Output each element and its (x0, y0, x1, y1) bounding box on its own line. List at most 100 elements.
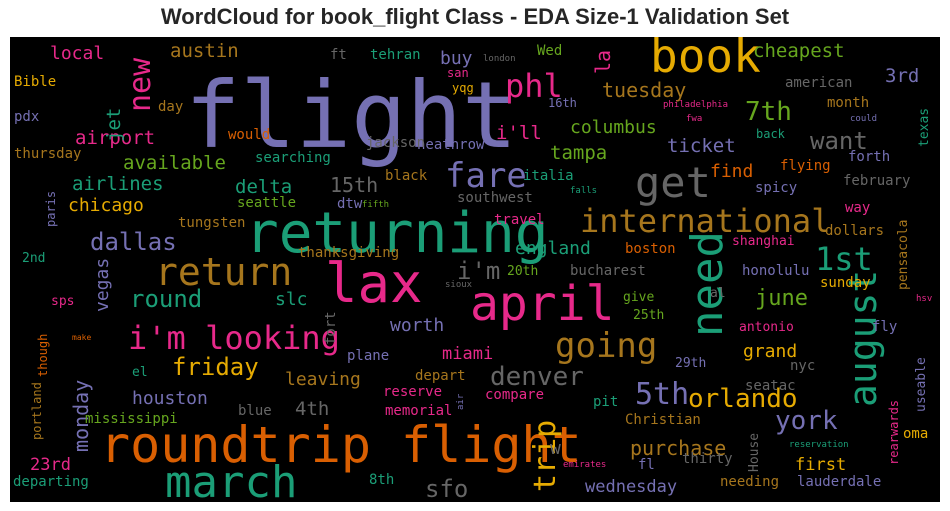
word-plane: plane (347, 348, 389, 364)
word-blue: blue (238, 403, 272, 419)
word-al: al (710, 286, 726, 301)
word-wednesday: wednesday (585, 477, 677, 497)
word-day: day (158, 99, 183, 115)
word-returning: returning (245, 201, 548, 266)
word-reserve: reserve (383, 384, 442, 400)
word-needing: needing (720, 474, 779, 490)
word-air: air (456, 393, 466, 410)
word-christian: Christian (625, 412, 701, 428)
word-sfo: sfo (425, 475, 468, 502)
word-get: get (635, 158, 711, 207)
word-el: el (132, 365, 148, 380)
word-rearwards: rearwards (887, 400, 901, 465)
word-ticket: ticket (667, 135, 736, 157)
word-columbus: columbus (570, 117, 657, 138)
word-available: available (123, 152, 226, 174)
word-1st: 1st (815, 240, 873, 278)
word-shanghai: shanghai (732, 234, 795, 249)
word-houston: houston (132, 388, 208, 409)
word-monday: monday (69, 380, 93, 452)
word-february: february (843, 173, 910, 189)
word-orlando: orlando (688, 384, 798, 414)
word-phl: phl (505, 67, 563, 105)
word-miami: miami (442, 344, 493, 364)
word-buy: buy (440, 48, 473, 69)
word-7th: 7th (745, 97, 792, 127)
word-england: england (515, 238, 591, 259)
word-need: need (682, 231, 733, 337)
word-house: House (747, 433, 762, 472)
word-travel: travel (494, 212, 545, 228)
word-departing: departing (13, 474, 89, 490)
word-fifth: fifth (362, 200, 389, 210)
word-lauderdale: lauderdale (797, 474, 881, 490)
word-15th: 15th (330, 173, 378, 197)
word-june: june (755, 286, 808, 311)
word-honolulu: honolulu (742, 263, 809, 279)
word-depart: depart (415, 368, 466, 384)
word-friday: friday (172, 353, 259, 381)
word-airlines: airlines (72, 173, 164, 195)
wordcloud-panel: flight returning roundtrip flight book lax ap… (10, 37, 940, 502)
word-23rd: 23rd (30, 455, 71, 475)
word-april: april (470, 276, 615, 332)
word-20th: 20th (507, 264, 538, 279)
word-international: international (580, 202, 830, 240)
word-leaving: leaving (285, 369, 361, 390)
word-i-m-looking: i'm looking (128, 319, 340, 357)
word-searching: searching (255, 150, 331, 166)
word-portland: portland (30, 382, 44, 440)
word-slc: slc (275, 289, 308, 310)
word-fare: fare (445, 156, 527, 196)
word-dallas: dallas (90, 228, 177, 256)
word-cheapest: cheapest (753, 40, 845, 62)
word-oma: oma (903, 426, 928, 442)
word-local: local (50, 43, 104, 64)
word-want: want (810, 127, 868, 155)
word-fwa: fwa (686, 114, 702, 124)
word-3rd: 3rd (885, 65, 919, 87)
word-san: san (447, 66, 469, 80)
word-back: back (756, 127, 786, 141)
word-fl: fl (638, 457, 655, 473)
word-going: going (555, 326, 657, 366)
word-sioux: sioux (445, 280, 473, 290)
word-mississippi: mississippi (85, 411, 178, 427)
word-w: w (550, 438, 561, 459)
word-york: york (775, 406, 838, 436)
word-august: august (841, 270, 885, 407)
word-forth: forth (848, 149, 890, 165)
word-trip: trip (528, 420, 563, 492)
word-5th: 5th (635, 377, 689, 412)
word-pensacola: pensacola (896, 220, 911, 290)
word-ft: ft (330, 47, 347, 63)
word-i-ll: i'll (496, 122, 542, 144)
word-8th: 8th (369, 472, 394, 488)
word-compare: compare (485, 387, 544, 403)
word-seattle: seattle (237, 195, 296, 211)
word-purchase: purchase (630, 436, 726, 460)
word-march: march (165, 457, 297, 502)
word-nyc: nyc (790, 358, 815, 374)
word-dollars: dollars (825, 223, 884, 239)
word-25th: 25th (633, 308, 664, 323)
word-way: way (845, 200, 870, 216)
word-wed: Wed (537, 43, 562, 59)
word-italia: italia (523, 168, 574, 184)
word-tungsten: tungsten (178, 215, 245, 231)
word-bible: Bible (14, 74, 56, 90)
word-black: black (385, 168, 428, 184)
word-tehran: tehran (370, 47, 421, 63)
word-useable: useable (914, 357, 929, 412)
word-delta: delta (235, 176, 292, 198)
word-16th: 16th (548, 96, 577, 110)
word-fort: fort (323, 311, 339, 345)
word-antonio: antonio (739, 320, 794, 335)
word-vegas: vegas (92, 258, 113, 312)
word-sunday: sunday (820, 275, 871, 291)
word-find: find (710, 161, 753, 182)
word-hsv: hsv (916, 294, 932, 304)
word-denver: denver (490, 362, 584, 392)
word-thursday: thursday (14, 146, 81, 162)
word-lax: lax (325, 252, 423, 315)
